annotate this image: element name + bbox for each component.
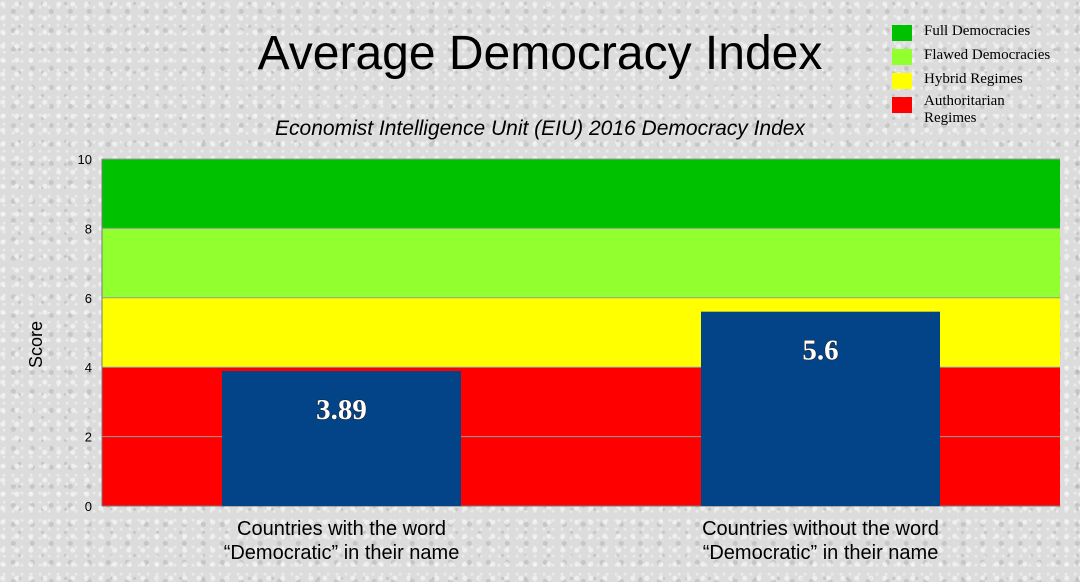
legend-swatch-authoritarian-regimes bbox=[892, 97, 912, 113]
y-tick-label-2: 2 bbox=[85, 430, 92, 445]
legend-item-flawed-democracies: Flawed Democracies bbox=[892, 46, 1078, 70]
legend-label-hybrid-regimes: Hybrid Regimes bbox=[924, 71, 1023, 87]
legend-item-hybrid-regimes: Hybrid Regimes bbox=[892, 70, 1078, 94]
x-tick-label-2-line-1: Countries without the word bbox=[702, 518, 939, 540]
bar-2 bbox=[701, 311, 940, 506]
y-tick-label-8: 8 bbox=[85, 221, 92, 236]
data-label-1: 3.89 bbox=[316, 394, 367, 426]
chart-title: Average Democracy Index bbox=[257, 27, 823, 80]
legend-item-full-democracies: Full Democracies bbox=[892, 22, 1078, 46]
y-axis-title: Score bbox=[26, 321, 46, 368]
bar-1 bbox=[222, 371, 461, 506]
legend-item-authoritarian-regimes: Authoritarian Regimes bbox=[892, 93, 1078, 134]
y-tick-label-6: 6 bbox=[85, 291, 92, 306]
x-tick-label-1-line-2: “Democratic” in their name bbox=[224, 542, 460, 564]
x-tick-label-1-line-1: Countries with the word bbox=[237, 518, 446, 540]
legend-swatch-flawed-democracies bbox=[892, 49, 912, 65]
legend: Full Democracies Flawed Democracies Hybr… bbox=[892, 22, 1078, 134]
y-tick-label-4: 4 bbox=[85, 360, 92, 375]
legend-swatch-hybrid-regimes bbox=[892, 73, 912, 89]
legend-label-full-democracies: Full Democracies bbox=[924, 23, 1031, 39]
y-tick-label-0: 0 bbox=[85, 499, 92, 514]
data-label-2: 5.6 bbox=[802, 335, 838, 367]
legend-label-authoritarian-regimes: Authoritarian Regimes bbox=[924, 93, 1005, 126]
x-tick-label-2-line-2: “Democratic” in their name bbox=[703, 542, 939, 564]
legend-swatch-full-democracies bbox=[892, 25, 912, 41]
band-full-democracies bbox=[102, 159, 1060, 229]
legend-label-flawed-democracies: Flawed Democracies bbox=[924, 47, 1051, 63]
band-flawed-democracies bbox=[102, 228, 1060, 298]
y-tick-label-10: 10 bbox=[78, 152, 92, 167]
chart-subtitle: Economist Intelligence Unit (EIU) 2016 D… bbox=[275, 117, 805, 140]
